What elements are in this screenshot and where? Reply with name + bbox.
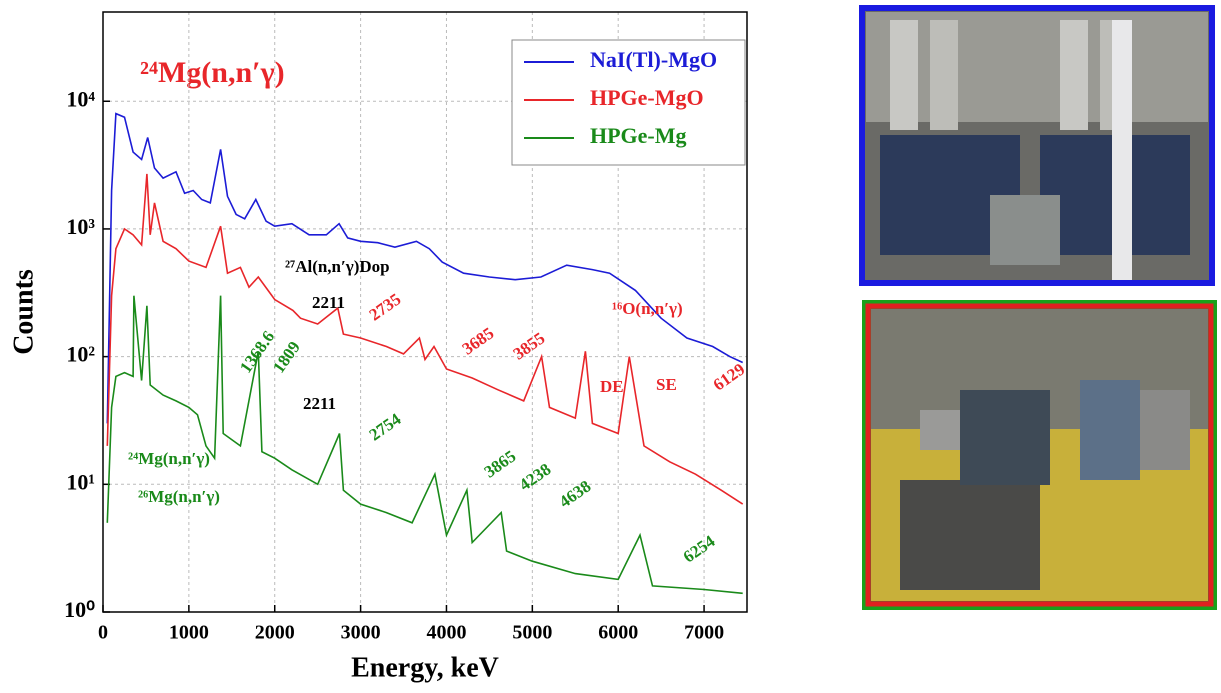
spectrum-line	[106, 112, 744, 424]
annotation: ²⁷Al(n,n′γ)Dop	[285, 257, 390, 276]
legend-label: HPGe-MgO	[590, 85, 704, 110]
annotation: ²⁶Mg(n,n′γ)	[138, 487, 220, 506]
x-tick-label: 0	[98, 622, 108, 644]
annotation: DE	[600, 377, 624, 396]
x-tick-label: 5000	[512, 622, 552, 644]
x-tick-label: 7000	[684, 622, 724, 644]
spectrum-line	[106, 295, 743, 595]
y-tick-label: 10⁰	[64, 597, 95, 622]
y-tick-label: 10⁴	[66, 86, 95, 111]
legend-label: NaI(Tl)-MgO	[590, 47, 717, 72]
x-axis-label: Energy, keV	[351, 652, 499, 683]
x-tick-label: 1000	[169, 622, 209, 644]
chart-title: ²⁴Mg(n,n′γ)	[140, 56, 285, 89]
spectrum-line	[106, 173, 744, 505]
annotation: 2211	[303, 394, 336, 413]
photo-hpge-setup	[862, 300, 1217, 610]
x-tick-label: 3000	[341, 622, 381, 644]
annotation: 2211	[312, 293, 345, 312]
legend-label: HPGe-Mg	[590, 123, 687, 148]
legend-box	[511, 39, 746, 166]
annotation: ¹⁶O(n,n′γ)	[612, 299, 683, 318]
y-tick-label: 10³	[66, 214, 95, 239]
annotation: ²⁴Mg(n,n′γ)	[128, 449, 210, 468]
x-tick-label: 6000	[598, 622, 638, 644]
photo-detector-array	[859, 5, 1215, 286]
plot-frame	[102, 11, 748, 613]
y-tick-label: 10²	[66, 342, 95, 367]
x-tick-label: 2000	[255, 622, 295, 644]
annotation: SE	[656, 375, 677, 394]
x-tick-label: 4000	[426, 622, 466, 644]
y-axis-label: Counts	[8, 269, 39, 355]
y-tick-label: 10¹	[66, 469, 95, 494]
